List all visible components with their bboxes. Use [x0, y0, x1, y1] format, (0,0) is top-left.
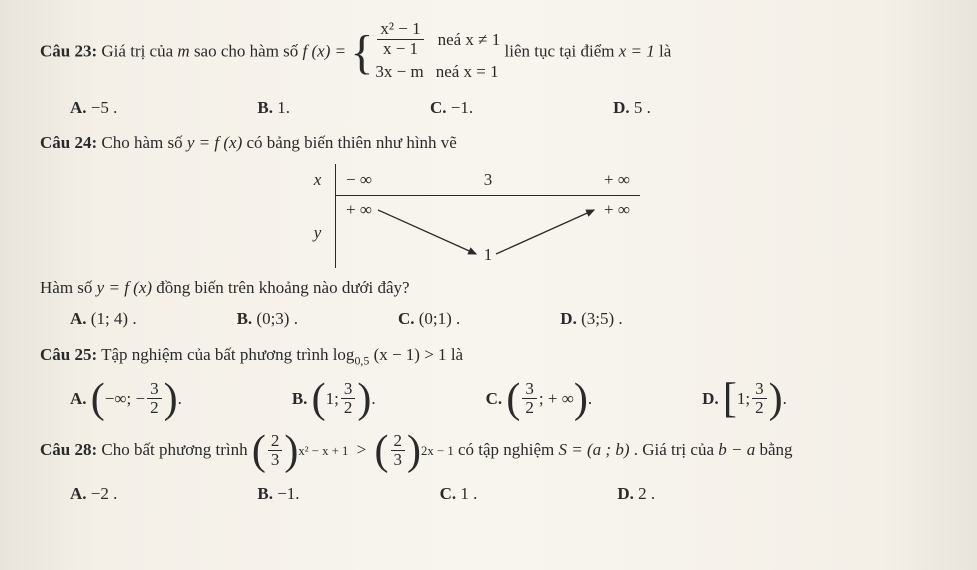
question-28: Câu 28: Cho bất phương trình ( 23 ) x² −…: [40, 430, 937, 472]
q23-text-b: sao cho hàm số: [194, 42, 303, 61]
question-23: Câu 23: Giá trị của m sao cho hàm số f (…: [40, 20, 937, 86]
q23-case2-cond: neá x = 1: [436, 58, 499, 85]
q23-text-c: liên tục tại điểm: [505, 42, 619, 61]
q25-answers: A. ( −∞; − 32 ). B. ( 1; 32 ). C. ( 32 ;…: [70, 378, 937, 420]
q23-case2-expr: 3x − m: [375, 58, 423, 85]
q23-text-a: Giá trị của: [101, 42, 177, 61]
variation-table: x − ∞ 3 + ∞ y + ∞ + ∞ 1: [300, 164, 640, 268]
q23-answers: A. −5 . B. 1. C. −1. D. 5 .: [70, 94, 937, 121]
q28-answers: A. −2 . B. −1. C. 1 . D. 2 .: [70, 480, 937, 507]
q23-label: Câu 23:: [40, 42, 97, 61]
q23-case1-cond: neá x ≠ 1: [438, 26, 501, 53]
q23-text-d: là: [659, 42, 671, 61]
brace-icon: {: [350, 29, 373, 77]
q24-answers: A. (1; 4) . B. (0;3) . C. (0;1) . D. (3;…: [70, 305, 937, 332]
question-24: Câu 24: Cho hàm số y = f (x) có bảng biế…: [40, 129, 937, 156]
question-25: Câu 25: Tập nghiệm của bất phương trình …: [40, 341, 937, 370]
q23-xeq: x = 1: [619, 42, 655, 61]
variation-arrows: [336, 196, 636, 268]
q23-m: m: [177, 42, 189, 61]
q24-subtext: Hàm số y = f (x) đồng biến trên khoảng n…: [40, 274, 937, 301]
q24-label: Câu 24:: [40, 133, 97, 152]
q23-piecewise: { x² − 1 x − 1 neá x ≠ 1 3x − m neá x = …: [350, 20, 500, 86]
q23-case1-frac: x² − 1 x − 1: [377, 20, 423, 58]
q23-fx: f (x) =: [303, 42, 351, 61]
